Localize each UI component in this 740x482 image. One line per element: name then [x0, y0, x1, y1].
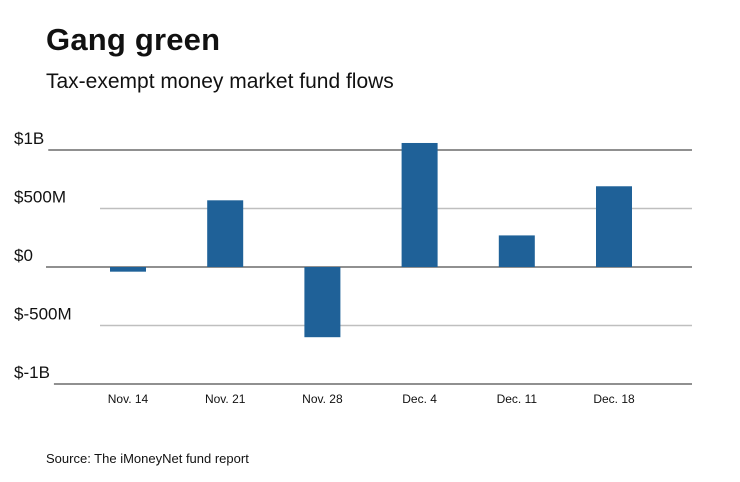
y-tick-label-knockout: [12, 206, 70, 211]
bar-nov-21: [207, 200, 244, 267]
grid-lines: [46, 149, 692, 385]
y-tick-label: $1B: [14, 129, 44, 148]
source-note: Source: The iMoneyNet fund report: [46, 451, 249, 466]
y-tick-label-knockout: [12, 148, 49, 152]
y-tick-label: $-1B: [14, 363, 50, 382]
x-tick-label-nov-21: Nov. 21: [205, 392, 246, 406]
bar-nov-28: [304, 267, 341, 338]
y-tick-label-knockout: [12, 382, 54, 386]
bar-nov-14: [110, 267, 146, 272]
x-tick-label-dec-4: Dec. 4: [402, 392, 437, 406]
bars: [110, 142, 632, 338]
x-tick-label-dec-18: Dec. 18: [593, 392, 635, 406]
chart-title: Gang green: [46, 22, 221, 57]
bar-dec-4: [401, 142, 438, 267]
x-tick-label-nov-14: Nov. 14: [108, 392, 149, 406]
y-tick-label-knockout: [12, 323, 76, 328]
y-tick-label: $-500M: [14, 305, 72, 324]
bar-dec-18: [596, 186, 632, 267]
y-tick-label-knockout: [12, 265, 37, 269]
y-tick-label: $500M: [14, 188, 66, 207]
y-tick-label: $0: [14, 246, 33, 265]
y-axis-ticks: $1B $500M $0 $-500M $-1B: [12, 129, 76, 386]
chart-subtitle: Tax-exempt money market fund flows: [46, 70, 394, 93]
bar-dec-11: [498, 235, 535, 267]
x-tick-label-nov-28: Nov. 28: [302, 392, 343, 406]
x-axis-ticks: Nov. 14 Nov. 21 Nov. 28 Dec. 4 Dec. 11 Dec. 1…: [108, 392, 635, 406]
x-tick-label-dec-11: Dec. 11: [497, 392, 538, 406]
